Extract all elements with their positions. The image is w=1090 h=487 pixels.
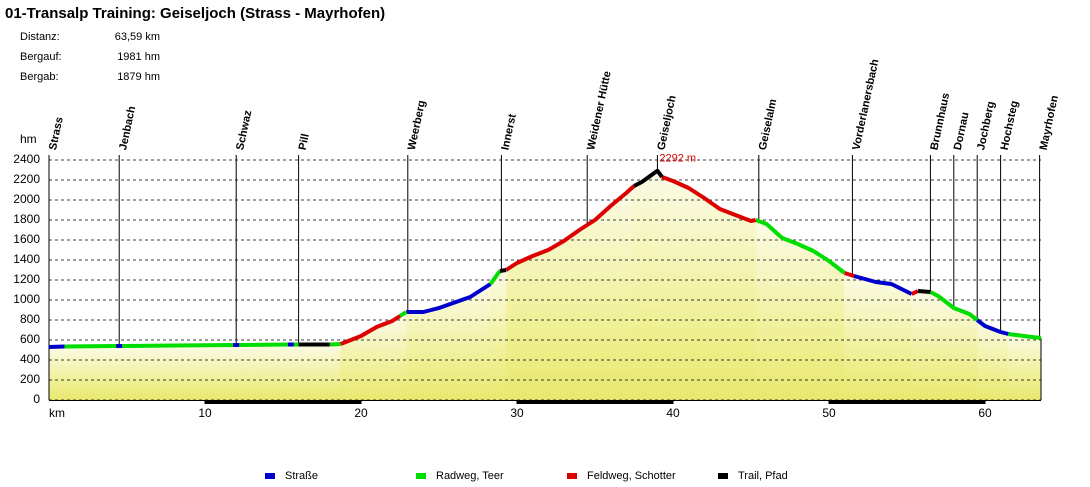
peak-label: 2292 m (659, 153, 696, 165)
profile-line (122, 343, 234, 348)
area (287, 344, 295, 401)
stat-value: 1879 hm (117, 71, 160, 83)
profile-line (661, 175, 757, 223)
x-tick-label: 30 (510, 406, 524, 420)
waypoint-label: Jenbach (117, 105, 138, 151)
area (298, 344, 331, 401)
waypoint-label: Geiselalm (757, 98, 780, 152)
x-tick-label: 10 (198, 406, 212, 420)
legend-marker (416, 473, 426, 479)
waypoint-label: Weidener Hütte (585, 70, 613, 151)
legend-marker (718, 473, 728, 479)
y-tick-label: 400 (20, 352, 40, 366)
area (405, 283, 491, 401)
profile-line (633, 168, 664, 188)
area (661, 176, 757, 401)
stat-value: 63,59 km (115, 31, 160, 43)
y-tick-label: 1400 (13, 252, 40, 266)
waypoint-label: Strass (47, 116, 66, 151)
legend-marker (265, 473, 275, 479)
profile-line (843, 271, 855, 278)
y-tick-label: 0 (33, 392, 40, 406)
area (911, 290, 919, 401)
legend-label: Trail, Pfad (738, 470, 788, 482)
axis-band (829, 400, 985, 404)
profile-line (853, 274, 913, 296)
area (844, 272, 855, 401)
waypoint-label: Dornau (952, 111, 972, 151)
area (232, 344, 240, 401)
waypoint-label: Schwaz (234, 109, 254, 151)
waypoint-label: Brunnhaus (928, 92, 952, 151)
stat-label: Bergauf: (20, 51, 62, 63)
x-tick-label: 50 (822, 406, 836, 420)
y-tick-label: 1600 (13, 232, 40, 246)
legend-label: Feldweg, Schotter (587, 470, 676, 482)
area (505, 184, 635, 401)
area (115, 345, 123, 401)
area (633, 170, 663, 401)
profile-line (329, 342, 341, 347)
profile-line (406, 282, 492, 314)
profile-line (48, 344, 65, 349)
profile-line (917, 289, 931, 294)
x-tick-label: 60 (978, 406, 992, 420)
profile-line (1008, 332, 1042, 340)
axis-band (517, 400, 673, 404)
y-tick-label: 2200 (13, 172, 40, 186)
chart-title: 01-Transalp Training: Geiseljoch (Strass… (5, 5, 385, 22)
waypoint-label: Jochberg (975, 100, 997, 151)
waypoint-label: Vorderlanersbach (850, 58, 881, 151)
area (293, 344, 300, 401)
profile-line (975, 318, 1009, 336)
x-axis-label: km (49, 406, 65, 420)
y-tick-label: 1000 (13, 292, 40, 306)
y-tick-label: 1800 (13, 212, 40, 226)
profile-line (505, 184, 636, 272)
profile-line (754, 218, 846, 275)
profile-line (239, 342, 288, 347)
area (238, 343, 289, 401)
waypoint-label: Innerst (499, 113, 518, 152)
area (399, 311, 407, 401)
waypoint-label: Mayrhofen (1038, 94, 1061, 151)
area (1007, 333, 1042, 401)
profile-line (499, 268, 507, 273)
area (121, 344, 234, 401)
stat-value: 1981 hm (117, 51, 160, 63)
profile-line (398, 310, 408, 318)
profile-line (488, 269, 502, 286)
waypoint-label: Geiseljoch (655, 94, 678, 151)
y-axis-label: hm (20, 132, 37, 146)
stat-label: Bergab: (20, 71, 59, 83)
x-tick-label: 20 (354, 406, 368, 420)
area (48, 345, 66, 401)
legend-label: Straße (285, 470, 318, 482)
profile-line (64, 344, 117, 349)
stat-label: Distanz: (20, 31, 60, 43)
area (499, 269, 507, 401)
y-tick-label: 1200 (13, 272, 40, 286)
y-tick-label: 2000 (13, 192, 40, 206)
profile-line (929, 290, 979, 322)
waypoint-label: Pill (297, 133, 312, 152)
x-tick-label: 40 (666, 406, 680, 420)
y-tick-label: 800 (20, 312, 40, 326)
area (489, 269, 501, 401)
profile-line (910, 289, 919, 296)
waypoint-label: Weerberg (406, 99, 428, 151)
area (64, 345, 117, 401)
y-tick-label: 2400 (13, 152, 40, 166)
legend-label: Radweg, Teer (436, 470, 504, 482)
area (329, 343, 342, 401)
legend-marker (567, 473, 577, 479)
profile-line (339, 314, 402, 346)
area (853, 275, 913, 401)
axis-band (205, 400, 361, 404)
y-tick-label: 600 (20, 332, 40, 346)
waypoint-label: Hochsteg (999, 100, 1021, 152)
area (917, 290, 931, 401)
y-tick-label: 200 (20, 372, 40, 386)
